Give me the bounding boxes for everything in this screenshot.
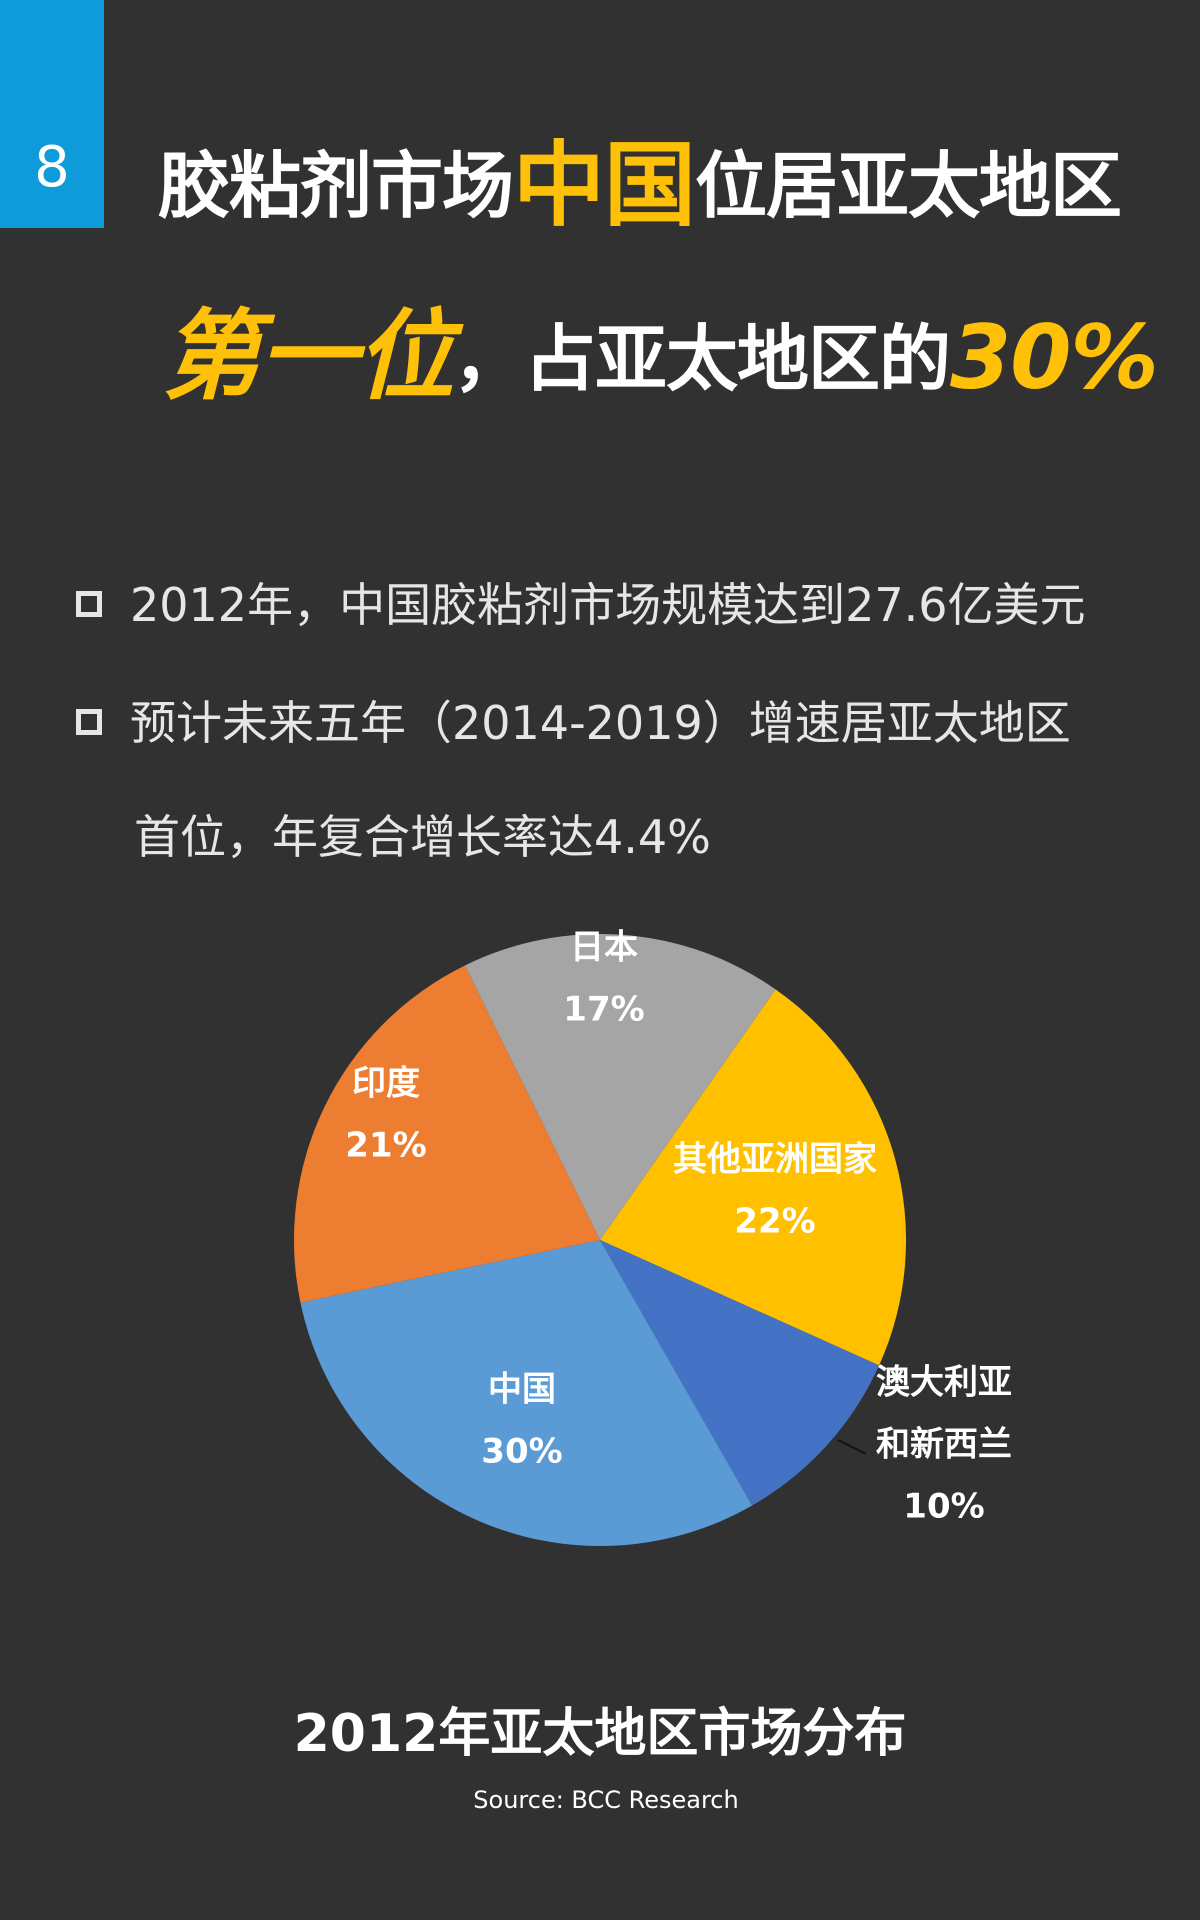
bullet-1-text: 2012年，中国胶粘剂市场规模达到27.6亿美元 [130,578,1086,632]
slice-label-中国: 中国 [488,1370,556,1410]
pie-slice-0 [600,989,907,1366]
slice-label-日本: 日本 [570,928,638,968]
square-bullet-icon [76,591,102,617]
bullet-1: 2012年，中国胶粘剂市场规模达到27.6亿美元 [76,582,1086,628]
title-line2-text: ，占亚太地区的 [453,317,951,401]
title-line2-highlight: 第一位 [162,300,454,414]
title-line-2: 第一位，占亚太地区的30% [162,306,1159,409]
leader-line-1 [837,1439,867,1455]
data-label-其他亚洲国家: 22% [734,1202,815,1242]
slice-label-印度: 印度 [352,1064,420,1104]
pie-slice-2 [300,1240,753,1546]
data-label-印度: 21% [345,1126,426,1166]
pie-slice-3 [294,965,600,1303]
data-label-日本: 17% [563,990,644,1030]
bullet-2-continued: 首位，年复合增长率达4.4% [134,814,711,860]
chart-title: 2012年亚太地区市场分布 [293,1704,907,1764]
bullet-2: 预计未来五年（2014-2019）增速居亚太地区 [76,700,1071,746]
pie-slice-4 [464,934,776,1240]
title-line-1: 胶粘剂市场中国位居亚太地区 [158,140,1122,232]
slice-label-其他亚洲国家: 其他亚洲国家 [673,1140,877,1180]
title-line1-post: 位居亚太地区 [695,144,1122,228]
page-number: 8 [34,135,70,200]
pie-slice-1 [600,1240,880,1506]
data-label-澳大利亚和新西兰: 10% [903,1487,984,1527]
square-bullet-icon [76,709,102,735]
bullet-2-text: 预计未来五年（2014-2019）增速居亚太地区 [130,696,1071,750]
slice-label-澳大利亚和新西兰-0: 澳大利亚 [876,1363,1012,1403]
data-label-中国: 30% [481,1432,562,1472]
slice-label-澳大利亚和新西兰-1: 和新西兰 [876,1425,1012,1465]
title-line1-pre: 胶粘剂市场 [158,144,514,228]
page-number-badge: 8 [0,0,104,228]
chart-source: Source: BCC Research [473,1786,739,1814]
bullet-2-continued-text: 首位，年复合增长率达4.4% [134,810,711,864]
title-line2-percent: 30% [950,306,1159,409]
title-line1-highlight: 中国 [513,132,696,239]
